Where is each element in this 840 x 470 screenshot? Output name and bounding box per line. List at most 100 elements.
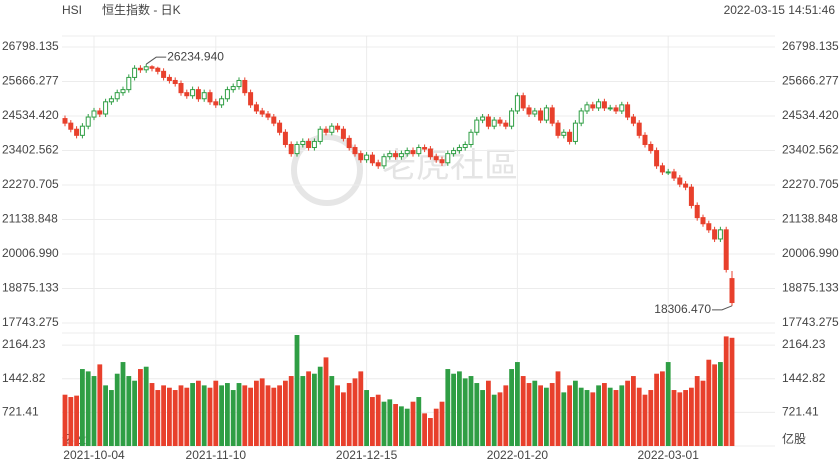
volume-bar: [201, 385, 207, 446]
candle-body: [242, 79, 248, 94]
volume-bar: [178, 385, 184, 446]
candle-body: [137, 67, 143, 71]
volume-bar: [416, 397, 422, 446]
candle-body: [340, 128, 346, 139]
y-tick-label: 25666.277: [782, 74, 839, 88]
volume-bar: [190, 383, 195, 446]
candle-body: [468, 131, 474, 145]
candle-body: [219, 98, 225, 106]
volume-bar: [515, 362, 520, 446]
volume-tick-label: 721.41: [2, 405, 39, 419]
candle-body: [485, 116, 491, 127]
candle-body: [665, 171, 671, 174]
candle-body: [387, 153, 393, 158]
volume-bar: [155, 390, 161, 446]
volume-bar: [573, 380, 578, 446]
volume-bar: [683, 390, 688, 446]
candle-body: [85, 116, 91, 127]
candle-body: [601, 101, 607, 109]
candle-body: [393, 153, 399, 158]
x-tick-label: 2021-12-15: [336, 448, 398, 462]
x-tick-label: 2021-10-04: [63, 448, 125, 462]
volume-bar: [114, 373, 120, 446]
candle-body: [462, 143, 468, 149]
volume-bar: [497, 392, 503, 446]
volume-bar: [352, 378, 358, 446]
volume-bar: [509, 369, 514, 446]
volume-bar: [729, 337, 735, 446]
volume-tick-label: 721.41: [782, 405, 819, 419]
candle-body: [178, 83, 184, 94]
volume-bar: [445, 369, 451, 446]
volume-bar: [109, 390, 114, 446]
candle-body: [717, 229, 723, 240]
volume-bar: [631, 376, 636, 446]
candle-body: [184, 92, 190, 97]
volume-bar: [665, 362, 671, 446]
volume-bar: [561, 392, 567, 446]
volume-bar: [103, 385, 108, 446]
y-tick-label: 25666.277: [2, 74, 59, 88]
candle-body: [375, 162, 381, 167]
volume-bar: [654, 373, 659, 446]
candle-body: [491, 119, 497, 127]
volume-bar: [143, 366, 149, 446]
candle-body: [543, 107, 549, 121]
volume-bar: [677, 392, 683, 446]
volume-bar: [236, 383, 242, 446]
volume-bar: [723, 336, 729, 446]
volume-bar: [120, 362, 126, 446]
candle-body: [422, 147, 428, 150]
volume-unit: 亿股: [782, 431, 806, 446]
candle-body: [236, 79, 242, 88]
volume-bar: [161, 385, 166, 446]
candle-body: [596, 101, 602, 109]
candle-body: [642, 134, 648, 145]
volume-bar: [196, 380, 201, 446]
volume-bar: [277, 385, 282, 446]
volume-bar: [306, 371, 311, 446]
volume-bar: [619, 385, 625, 446]
candle-body: [671, 171, 677, 179]
candle-body: [532, 110, 538, 115]
candle-body: [381, 156, 387, 167]
volume-bar: [346, 383, 352, 446]
candle-body: [132, 67, 138, 78]
candle-body: [416, 147, 422, 155]
volume-bar: [288, 376, 294, 446]
y-tick-label: 23402.562: [2, 143, 59, 157]
volume-bar: [590, 392, 596, 446]
candle-body: [358, 153, 364, 161]
y-tick-label: 17743.275: [2, 315, 59, 329]
y-tick-label: 20006.990: [782, 246, 839, 260]
annotation-line: [145, 56, 167, 65]
volume-bar: [532, 380, 538, 446]
candle-body: [230, 86, 236, 91]
volume-bar: [462, 378, 468, 446]
volume-bar: [213, 380, 219, 446]
candle-body: [619, 104, 625, 112]
y-tick-label: 24534.420: [2, 108, 59, 122]
volume-bar: [399, 406, 404, 446]
candle-body: [683, 183, 689, 188]
volume-bar: [341, 392, 346, 446]
candle-body: [288, 143, 294, 155]
candle-body: [398, 153, 404, 158]
volume-bar: [712, 364, 717, 446]
volume-bar: [700, 380, 706, 446]
candle-body: [271, 116, 277, 124]
candle-body: [549, 107, 555, 124]
volume-bar: [567, 385, 572, 446]
candle-body: [120, 89, 126, 94]
volume-bar: [457, 371, 462, 446]
candle-body: [311, 140, 317, 149]
volume-bar: [85, 371, 91, 446]
candle-body: [625, 104, 631, 118]
volume-bar: [254, 380, 259, 446]
chart-title: HSI: [62, 3, 82, 17]
candle-body: [677, 177, 683, 185]
volume-bar: [207, 387, 213, 446]
volume-bar: [149, 383, 155, 446]
volume-bar: [184, 387, 190, 446]
